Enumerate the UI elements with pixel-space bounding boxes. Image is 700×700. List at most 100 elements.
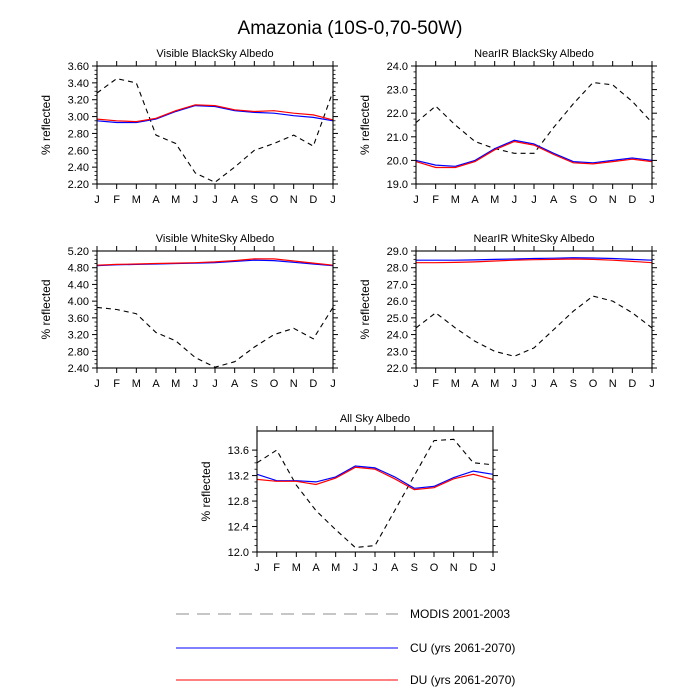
y-tick-label: 3.20	[68, 330, 89, 342]
x-tick-label: O	[589, 194, 598, 206]
x-tick-label: A	[550, 378, 558, 390]
panel-title: NearIR WhiteSky Albedo	[473, 233, 594, 245]
y-tick-label: 12.4	[228, 522, 249, 534]
y-tick-label: 24.0	[387, 61, 408, 73]
y-tick-label: 12.8	[228, 496, 249, 508]
modis-series-line	[415, 295, 653, 357]
y-axis-label: % reflected	[199, 461, 213, 521]
legend-entry: MODIS 2001-2003	[176, 607, 510, 621]
x-tick-label: J	[413, 194, 419, 206]
y-tick-label: 20.0	[387, 155, 408, 167]
x-tick-label: D	[309, 378, 317, 390]
x-tick-label: F	[113, 194, 120, 206]
x-tick-label: N	[450, 562, 458, 574]
x-tick-label: N	[290, 378, 298, 390]
x-tick-label: J	[193, 378, 199, 390]
x-tick-label: J	[490, 562, 496, 574]
panel-title: NearIR BlackSky Albedo	[474, 48, 594, 60]
x-tick-label: J	[649, 194, 655, 206]
x-tick-label: J	[193, 194, 199, 206]
x-tick-label: N	[290, 194, 298, 206]
x-tick-label: M	[132, 378, 141, 390]
x-tick-label: J	[254, 562, 260, 574]
y-tick-label: 22.0	[387, 363, 408, 375]
x-tick-label: A	[391, 562, 399, 574]
x-tick-label: J	[330, 194, 336, 206]
x-tick-label: J	[649, 378, 655, 390]
x-tick-label: S	[570, 194, 577, 206]
cu-series-line	[96, 104, 334, 124]
y-tick-label: 13.2	[228, 471, 249, 483]
x-tick-label: J	[212, 378, 218, 390]
x-tick-label: J	[512, 194, 518, 206]
x-tick-label: D	[309, 194, 317, 206]
y-tick-label: 19.0	[387, 179, 408, 191]
cu-series-line	[416, 257, 653, 261]
x-tick-label: O	[270, 194, 279, 206]
y-tick-label: 13.6	[228, 445, 249, 457]
y-axis-label: % reflected	[358, 95, 372, 155]
x-tick-label: F	[273, 562, 280, 574]
x-tick-label: S	[570, 378, 577, 390]
panels-group: Visible BlackSky Albedo 2.20 2.40 2.60 2.80 3…	[39, 48, 657, 574]
y-axis-label: % reflected	[39, 95, 53, 155]
plot-frame	[415, 65, 653, 185]
x-tick-label: D	[469, 562, 477, 574]
y-tick-label: 3.20	[68, 95, 89, 107]
x-tick-label: N	[609, 378, 617, 390]
y-tick-label: 22.0	[387, 108, 408, 120]
x-tick-label: S	[411, 562, 418, 574]
y-tick-label: 2.80	[68, 346, 89, 358]
x-tick-label: O	[589, 378, 598, 390]
x-tick-label: A	[312, 562, 320, 574]
y-tick-label: 2.60	[68, 145, 89, 157]
y-tick-label: 21.0	[387, 132, 408, 144]
x-tick-label: J	[372, 562, 378, 574]
cu-series-line	[415, 139, 653, 167]
y-tick-label: 3.60	[68, 313, 89, 325]
y-tick-label: 2.40	[68, 162, 89, 174]
y-tick-label: 28.0	[387, 263, 408, 275]
modis-series-line	[415, 81, 653, 154]
x-tick-label: A	[152, 378, 160, 390]
legend-label: MODIS 2001-2003	[410, 607, 510, 621]
y-tick-label: 5.20	[68, 246, 89, 258]
figure-title: Amazonia (10S-0,70-50W)	[238, 18, 463, 39]
y-tick-label: 4.40	[68, 279, 89, 291]
x-tick-label: S	[251, 194, 258, 206]
x-tick-label: J	[212, 194, 218, 206]
x-tick-label: M	[451, 378, 460, 390]
x-tick-label: M	[171, 194, 180, 206]
du-series-line	[415, 140, 653, 169]
y-tick-label: 27.0	[387, 279, 408, 291]
chart-panel-2: NearIR BlackSky Albedo 19.0 20.0 21.0 22.0 23…	[358, 48, 657, 206]
plot-frame	[96, 65, 334, 185]
x-tick-label: D	[628, 194, 636, 206]
panel-title: All Sky Albedo	[340, 413, 410, 425]
x-tick-label: M	[451, 194, 460, 206]
x-tick-label: J	[531, 194, 537, 206]
plot-frame	[96, 250, 334, 369]
plot-frame	[415, 250, 653, 369]
chart-panel-4: NearIR WhiteSky Albedo 22.0 23.0 24.0 25.0 26…	[358, 233, 657, 390]
y-tick-label: 2.20	[68, 179, 89, 191]
x-tick-label: A	[231, 378, 239, 390]
x-tick-label: F	[432, 194, 439, 206]
x-tick-label: J	[94, 194, 100, 206]
x-tick-label: J	[512, 378, 518, 390]
du-series-line	[96, 258, 334, 266]
x-tick-label: M	[490, 378, 499, 390]
x-tick-label: J	[531, 378, 537, 390]
x-tick-label: J	[353, 562, 359, 574]
panel-title: Visible WhiteSky Albedo	[156, 233, 274, 245]
y-tick-label: 3.60	[68, 61, 89, 73]
x-tick-label: M	[292, 562, 301, 574]
x-tick-label: A	[471, 194, 479, 206]
legend-entry: CU (yrs 2061-2070)	[176, 641, 515, 655]
y-tick-label: 24.0	[387, 330, 408, 342]
x-tick-label: F	[432, 378, 439, 390]
x-tick-label: M	[171, 378, 180, 390]
y-tick-label: 2.40	[68, 363, 89, 375]
